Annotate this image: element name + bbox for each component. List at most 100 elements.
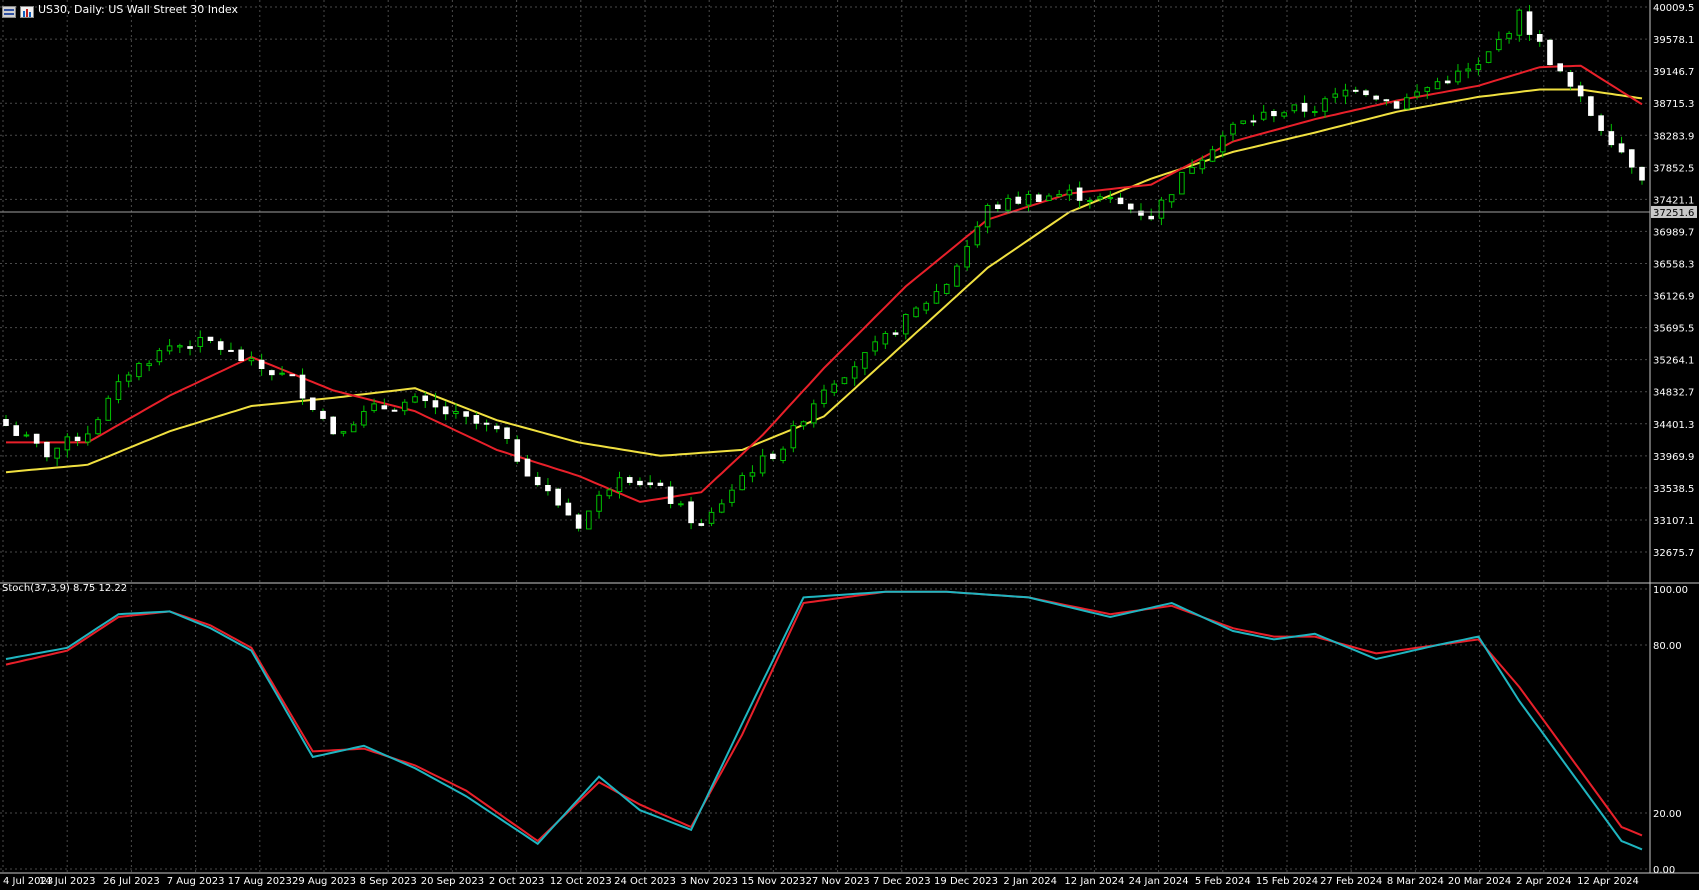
x-tick-label: 24 Oct 2023 [614, 876, 676, 887]
candle-bear [534, 476, 541, 486]
candle-bear [1373, 95, 1379, 100]
candle-bull [882, 332, 889, 345]
symbol-description: US Wall Street 30 Index [108, 2, 239, 16]
x-tick-label: 27 Nov 2023 [806, 876, 870, 887]
x-tick-label: 2 Apr 2024 [1516, 876, 1571, 887]
candle-bear [320, 410, 326, 419]
candle-bear [995, 204, 1001, 209]
candle-bull [1485, 51, 1492, 63]
candle-bull [933, 291, 940, 304]
candle-bull [177, 345, 183, 348]
candle-bear [1015, 196, 1022, 204]
x-tick-label: 8 Sep 2023 [360, 876, 417, 887]
candle-bear [504, 427, 510, 439]
candle-bear [228, 349, 234, 352]
x-tick-label: 29 Aug 2023 [292, 876, 356, 887]
candle-bull [1506, 32, 1512, 39]
ma-fast-path [6, 64, 1643, 503]
candle-bear [1035, 194, 1042, 202]
candle-bear [1628, 149, 1635, 168]
candle-bear [1547, 39, 1553, 66]
candle-bear [238, 349, 244, 362]
x-tick-label: 2 Oct 2023 [489, 876, 544, 887]
candle-bull [361, 411, 367, 426]
stoch-tick-label: 20.00 [1653, 809, 1682, 820]
candle-bull [1005, 197, 1011, 211]
candle-bull [156, 350, 163, 363]
candle-bull [95, 419, 101, 435]
x-tick-label: 24 Jan 2024 [1129, 876, 1189, 887]
candle-bull [1496, 39, 1502, 51]
candle-bear [1117, 197, 1124, 205]
candle-bear [289, 374, 296, 377]
y-tick-label: 36558.3 [1653, 259, 1694, 270]
x-tick-label: 20 Mar 2024 [1448, 876, 1511, 887]
candle-bear [258, 359, 265, 370]
chart-title: US30, Daily: US Wall Street 30 Index [38, 3, 238, 16]
current-price-tag [1651, 205, 1697, 218]
candle-bear [1363, 90, 1369, 96]
candle-bull [841, 377, 848, 385]
candle-bear [1577, 85, 1584, 97]
candle-bull [1168, 194, 1175, 203]
candle-bear [1618, 143, 1625, 153]
candle-bull [831, 383, 838, 393]
x-tick-label: 4 Jul 2023 [3, 876, 53, 887]
candle-bear [217, 341, 224, 350]
candle-bull [862, 352, 868, 369]
candle-bear [463, 411, 469, 417]
candle-bull [1087, 199, 1093, 202]
candles [3, 4, 1645, 532]
candle-bull [1260, 111, 1267, 120]
candle-bull [1025, 194, 1032, 206]
candle-bear [555, 488, 561, 506]
candle-bear [473, 415, 480, 424]
candle-bear [1536, 34, 1543, 42]
stoch-main-path [5, 590, 1643, 851]
candle-bull [1322, 98, 1328, 112]
candle-bull [708, 511, 715, 524]
candle-bear [1301, 102, 1308, 112]
candle-bull [1516, 9, 1523, 36]
candle-bear [892, 332, 899, 335]
x-tick-label: 15 Feb 2024 [1256, 876, 1318, 887]
candle-bear [299, 374, 306, 399]
stochastic-name: Stoch(37,3,9) [2, 583, 70, 594]
candle-bull [1199, 159, 1206, 170]
stoch-tick-label: 0.00 [1653, 865, 1675, 876]
candle-bull [1332, 93, 1339, 98]
candle-bear [1393, 101, 1400, 109]
candle-bear [187, 346, 193, 349]
candle-bear [1526, 11, 1533, 35]
candle-bear [330, 416, 336, 435]
candle-bear [626, 477, 633, 483]
candle-bear [3, 419, 9, 426]
candle-bear [524, 458, 531, 477]
candle-bull [1097, 196, 1103, 200]
x-tick-label: 7 Aug 2023 [167, 876, 225, 887]
candle-bull [1342, 89, 1349, 97]
y-tick-label: 35264.1 [1653, 356, 1694, 367]
y-tick-label: 38283.9 [1653, 131, 1694, 142]
candle-bull [1107, 196, 1114, 199]
x-tick-label: 12 Apr 2024 [1577, 876, 1639, 887]
candle-bull [800, 421, 807, 427]
candle-bull [923, 302, 930, 311]
candle-bull [821, 389, 827, 404]
chart-window-icon[interactable] [2, 3, 16, 18]
bar-chart-icon[interactable] [20, 3, 34, 18]
candle-bull [64, 436, 71, 451]
x-tick-label: 7 Dec 2023 [873, 876, 931, 887]
candle-bear [1567, 72, 1574, 87]
candle-bull [1434, 81, 1441, 90]
candle-bear [1148, 215, 1155, 220]
candle-bear [381, 405, 388, 410]
candle-bull [279, 372, 285, 375]
candle-bull [248, 358, 255, 362]
candle-bull [913, 307, 919, 318]
candle-bull [1066, 189, 1073, 196]
candle-bear [1639, 166, 1645, 181]
